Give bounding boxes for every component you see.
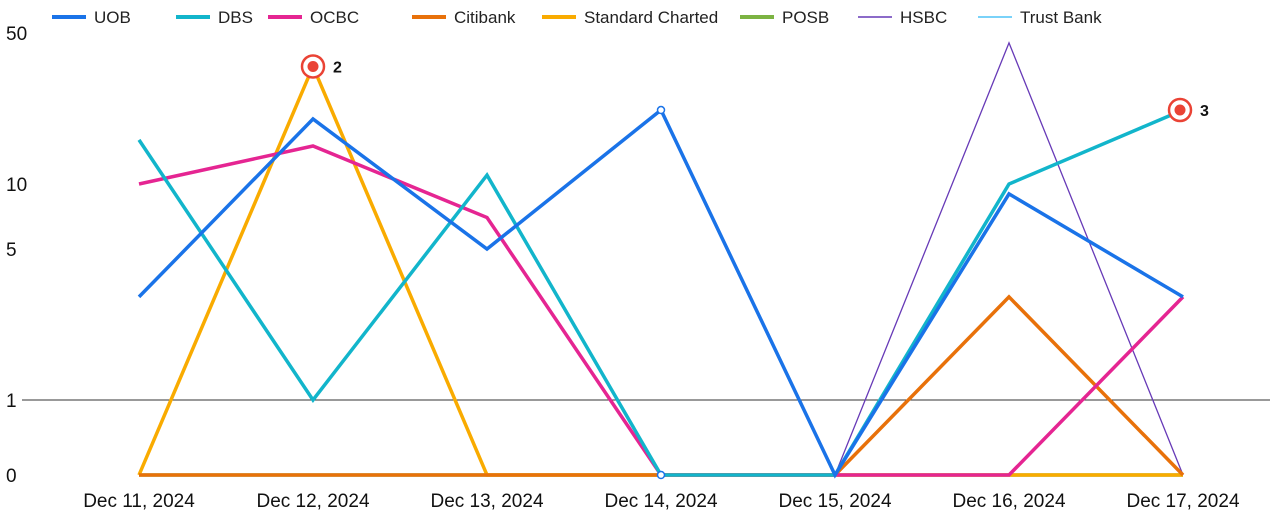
y-tick-label: 5 [6, 240, 17, 261]
legend-label-dbs: DBS [218, 8, 253, 27]
x-tick-label: Dec 11, 2024 [83, 491, 195, 512]
legend-label-uob: UOB [94, 8, 131, 27]
series-line-dbs[interactable] [137, 108, 1184, 477]
chart-legend[interactable]: UOB DBS OCBC Citibank Standard Charted POSB HS… [52, 8, 1102, 27]
legend-label-standard-charted: Standard Charted [584, 8, 718, 27]
x-tick-label: Dec 13, 2024 [430, 491, 543, 512]
y-tick-label: 1 [6, 391, 17, 412]
legend-item-citibank[interactable]: Citibank [412, 8, 516, 27]
annotation-layer: 23 [300, 54, 1209, 123]
y-tick-label: 10 [6, 175, 27, 196]
chart-axes: 0 1 5 10 50 Dec 11, 2024 Dec 12, 2024 Dec 13, 2… [6, 24, 1270, 512]
annotation-marker[interactable]: 3 [1167, 97, 1209, 123]
legend-item-dbs[interactable]: DBS [176, 8, 253, 27]
annotation-marker[interactable]: 2 [300, 54, 342, 79]
series-line-standard-charted[interactable] [137, 62, 1183, 477]
legend-item-standard-charted[interactable]: Standard Charted [542, 8, 718, 27]
legend-label-posb: POSB [782, 8, 829, 27]
x-tick-label: Dec 12, 2024 [256, 491, 369, 512]
legend-item-ocbc[interactable]: OCBC [268, 8, 359, 27]
annotation-dot [1174, 104, 1186, 116]
legend-label-trust-bank: Trust Bank [1020, 8, 1102, 27]
data-point[interactable] [656, 105, 666, 115]
legend-item-hsbc[interactable]: HSBC [858, 8, 947, 27]
y-tick-label: 0 [6, 466, 17, 487]
x-tick-label: Dec 16, 2024 [952, 491, 1065, 512]
y-tick-label: 50 [6, 24, 27, 45]
annotation-dot [307, 60, 319, 72]
legend-label-hsbc: HSBC [900, 8, 947, 27]
legend-item-uob[interactable]: UOB [52, 8, 131, 27]
data-point[interactable] [656, 470, 666, 480]
x-tick-label: Dec 17, 2024 [1126, 491, 1239, 512]
legend-label-ocbc: OCBC [310, 8, 359, 27]
legend-item-posb[interactable]: POSB [740, 8, 829, 27]
x-tick-label: Dec 15, 2024 [778, 491, 891, 512]
annotation-label: 3 [1200, 103, 1209, 120]
x-tick-label: Dec 14, 2024 [604, 491, 717, 512]
legend-item-trust-bank[interactable]: Trust Bank [978, 8, 1102, 27]
series-layer [137, 41, 1185, 480]
series-line-citibank[interactable] [139, 294, 1185, 477]
legend-label-citibank: Citibank [454, 8, 516, 27]
annotation-label: 2 [333, 59, 342, 76]
series-line-uob[interactable] [137, 107, 1184, 479]
series-line-ocbc[interactable] [138, 144, 1185, 477]
